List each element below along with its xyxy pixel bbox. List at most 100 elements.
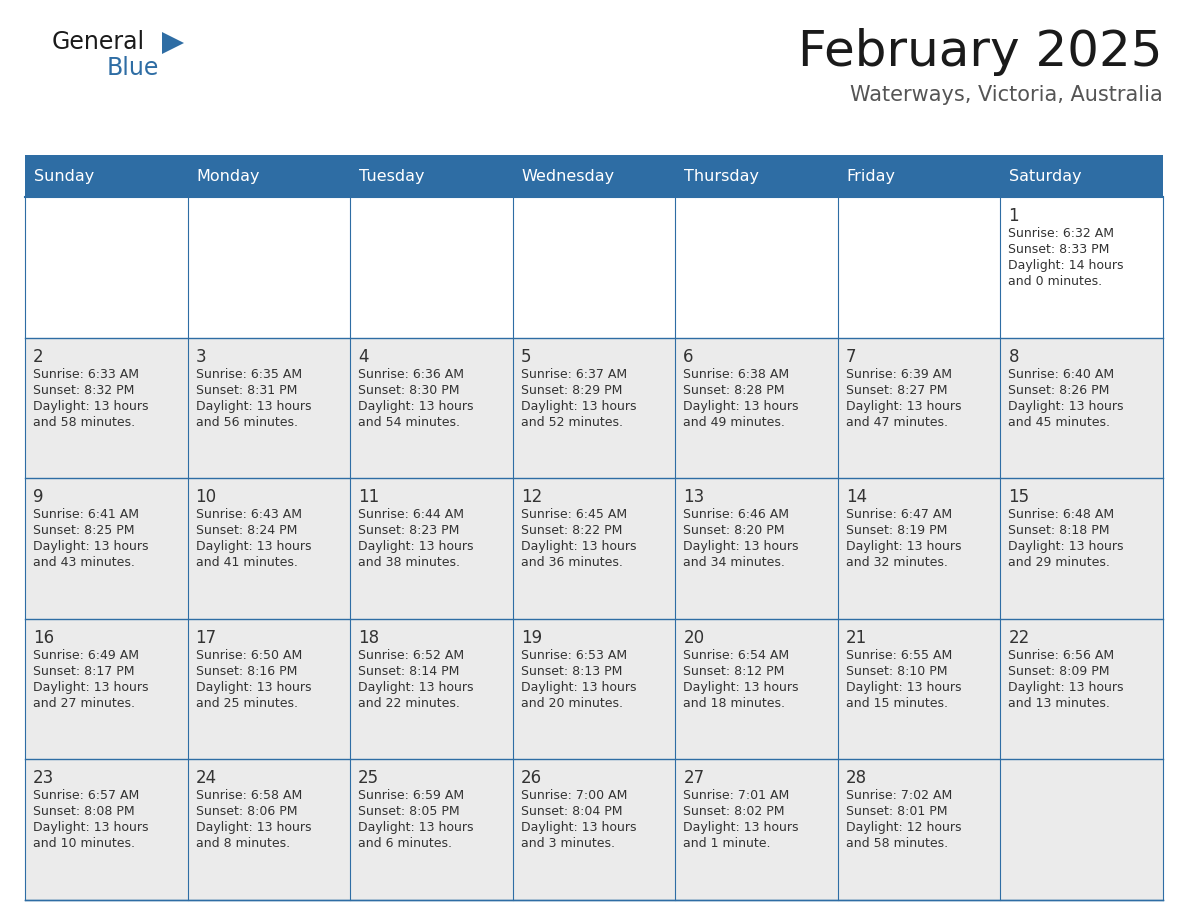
- Text: Sunrise: 7:01 AM: Sunrise: 7:01 AM: [683, 789, 790, 802]
- Text: and 29 minutes.: and 29 minutes.: [1009, 556, 1111, 569]
- Text: Sunset: 8:08 PM: Sunset: 8:08 PM: [33, 805, 134, 819]
- Text: and 13 minutes.: and 13 minutes.: [1009, 697, 1111, 710]
- Text: 7: 7: [846, 348, 857, 365]
- Text: and 10 minutes.: and 10 minutes.: [33, 837, 135, 850]
- Text: Sunset: 8:22 PM: Sunset: 8:22 PM: [520, 524, 623, 537]
- Text: Sunset: 8:28 PM: Sunset: 8:28 PM: [683, 384, 785, 397]
- Text: Daylight: 13 hours: Daylight: 13 hours: [520, 822, 637, 834]
- Text: Daylight: 13 hours: Daylight: 13 hours: [683, 681, 798, 694]
- Text: Sunrise: 6:43 AM: Sunrise: 6:43 AM: [196, 509, 302, 521]
- Text: 18: 18: [358, 629, 379, 647]
- Text: Daylight: 13 hours: Daylight: 13 hours: [1009, 681, 1124, 694]
- Text: Daylight: 14 hours: Daylight: 14 hours: [1009, 259, 1124, 272]
- Text: Daylight: 13 hours: Daylight: 13 hours: [846, 399, 961, 412]
- Text: Daylight: 12 hours: Daylight: 12 hours: [846, 822, 961, 834]
- Text: February 2025: February 2025: [798, 28, 1163, 76]
- Text: Blue: Blue: [107, 56, 159, 80]
- Text: 23: 23: [33, 769, 55, 788]
- Text: 13: 13: [683, 488, 704, 506]
- Text: Sunset: 8:09 PM: Sunset: 8:09 PM: [1009, 665, 1110, 677]
- Text: Friday: Friday: [847, 170, 896, 185]
- Text: Daylight: 13 hours: Daylight: 13 hours: [1009, 540, 1124, 554]
- Text: Sunrise: 6:53 AM: Sunrise: 6:53 AM: [520, 649, 627, 662]
- Text: 6: 6: [683, 348, 694, 365]
- Text: and 54 minutes.: and 54 minutes.: [358, 416, 460, 429]
- Text: and 58 minutes.: and 58 minutes.: [846, 837, 948, 850]
- Text: 11: 11: [358, 488, 379, 506]
- Text: Sunset: 8:06 PM: Sunset: 8:06 PM: [196, 805, 297, 819]
- Text: Sunrise: 6:52 AM: Sunrise: 6:52 AM: [358, 649, 465, 662]
- Text: Daylight: 13 hours: Daylight: 13 hours: [520, 681, 637, 694]
- Text: 14: 14: [846, 488, 867, 506]
- Text: Sunset: 8:20 PM: Sunset: 8:20 PM: [683, 524, 785, 537]
- Text: and 47 minutes.: and 47 minutes.: [846, 416, 948, 429]
- Text: and 56 minutes.: and 56 minutes.: [196, 416, 297, 429]
- Text: and 43 minutes.: and 43 minutes.: [33, 556, 135, 569]
- Text: Sunset: 8:17 PM: Sunset: 8:17 PM: [33, 665, 134, 677]
- Text: Sunset: 8:01 PM: Sunset: 8:01 PM: [846, 805, 947, 819]
- Text: and 3 minutes.: and 3 minutes.: [520, 837, 614, 850]
- Text: Sunset: 8:24 PM: Sunset: 8:24 PM: [196, 524, 297, 537]
- Text: Sunset: 8:18 PM: Sunset: 8:18 PM: [1009, 524, 1110, 537]
- Text: Sunset: 8:13 PM: Sunset: 8:13 PM: [520, 665, 623, 677]
- Text: 27: 27: [683, 769, 704, 788]
- Text: Daylight: 13 hours: Daylight: 13 hours: [683, 540, 798, 554]
- Text: Waterways, Victoria, Australia: Waterways, Victoria, Australia: [851, 85, 1163, 105]
- Text: Daylight: 13 hours: Daylight: 13 hours: [196, 399, 311, 412]
- Text: Sunrise: 6:49 AM: Sunrise: 6:49 AM: [33, 649, 139, 662]
- Text: Sunset: 8:19 PM: Sunset: 8:19 PM: [846, 524, 947, 537]
- Text: Sunset: 8:16 PM: Sunset: 8:16 PM: [196, 665, 297, 677]
- Text: 16: 16: [33, 629, 55, 647]
- Text: Sunrise: 6:40 AM: Sunrise: 6:40 AM: [1009, 367, 1114, 381]
- Text: Sunrise: 6:44 AM: Sunrise: 6:44 AM: [358, 509, 465, 521]
- Text: Sunrise: 6:32 AM: Sunrise: 6:32 AM: [1009, 227, 1114, 240]
- Text: Daylight: 13 hours: Daylight: 13 hours: [358, 681, 474, 694]
- Text: Daylight: 13 hours: Daylight: 13 hours: [33, 681, 148, 694]
- Text: 28: 28: [846, 769, 867, 788]
- Text: and 49 minutes.: and 49 minutes.: [683, 416, 785, 429]
- Text: Sunset: 8:29 PM: Sunset: 8:29 PM: [520, 384, 623, 397]
- Text: and 22 minutes.: and 22 minutes.: [358, 697, 460, 710]
- Text: Daylight: 13 hours: Daylight: 13 hours: [846, 540, 961, 554]
- Text: and 25 minutes.: and 25 minutes.: [196, 697, 297, 710]
- Text: Sunrise: 6:57 AM: Sunrise: 6:57 AM: [33, 789, 139, 802]
- Text: Wednesday: Wednesday: [522, 170, 615, 185]
- Text: 22: 22: [1009, 629, 1030, 647]
- Text: Sunset: 8:26 PM: Sunset: 8:26 PM: [1009, 384, 1110, 397]
- Text: and 0 minutes.: and 0 minutes.: [1009, 275, 1102, 288]
- Text: Sunrise: 6:39 AM: Sunrise: 6:39 AM: [846, 367, 952, 381]
- Text: 26: 26: [520, 769, 542, 788]
- Text: Sunrise: 6:47 AM: Sunrise: 6:47 AM: [846, 509, 952, 521]
- Text: and 1 minute.: and 1 minute.: [683, 837, 771, 850]
- Text: Sunrise: 6:50 AM: Sunrise: 6:50 AM: [196, 649, 302, 662]
- Text: and 32 minutes.: and 32 minutes.: [846, 556, 948, 569]
- Text: 5: 5: [520, 348, 531, 365]
- Text: Sunrise: 6:36 AM: Sunrise: 6:36 AM: [358, 367, 465, 381]
- Text: Sunset: 8:14 PM: Sunset: 8:14 PM: [358, 665, 460, 677]
- Text: 15: 15: [1009, 488, 1030, 506]
- Text: and 58 minutes.: and 58 minutes.: [33, 416, 135, 429]
- Text: Sunrise: 6:58 AM: Sunrise: 6:58 AM: [196, 789, 302, 802]
- Text: 10: 10: [196, 488, 216, 506]
- Text: 21: 21: [846, 629, 867, 647]
- Text: Sunset: 8:30 PM: Sunset: 8:30 PM: [358, 384, 460, 397]
- Text: Daylight: 13 hours: Daylight: 13 hours: [683, 822, 798, 834]
- Text: Sunset: 8:02 PM: Sunset: 8:02 PM: [683, 805, 785, 819]
- Text: Daylight: 13 hours: Daylight: 13 hours: [33, 822, 148, 834]
- Text: and 45 minutes.: and 45 minutes.: [1009, 416, 1111, 429]
- Text: and 27 minutes.: and 27 minutes.: [33, 697, 135, 710]
- Text: Daylight: 13 hours: Daylight: 13 hours: [520, 540, 637, 554]
- Text: and 15 minutes.: and 15 minutes.: [846, 697, 948, 710]
- Text: 4: 4: [358, 348, 368, 365]
- Text: Sunrise: 6:35 AM: Sunrise: 6:35 AM: [196, 367, 302, 381]
- Text: Daylight: 13 hours: Daylight: 13 hours: [846, 681, 961, 694]
- Text: and 6 minutes.: and 6 minutes.: [358, 837, 453, 850]
- Text: Sunrise: 6:45 AM: Sunrise: 6:45 AM: [520, 509, 627, 521]
- Text: 17: 17: [196, 629, 216, 647]
- Text: and 41 minutes.: and 41 minutes.: [196, 556, 297, 569]
- Text: Sunset: 8:04 PM: Sunset: 8:04 PM: [520, 805, 623, 819]
- Text: Sunrise: 7:02 AM: Sunrise: 7:02 AM: [846, 789, 952, 802]
- Text: 19: 19: [520, 629, 542, 647]
- Text: Sunrise: 6:33 AM: Sunrise: 6:33 AM: [33, 367, 139, 381]
- Text: Daylight: 13 hours: Daylight: 13 hours: [1009, 399, 1124, 412]
